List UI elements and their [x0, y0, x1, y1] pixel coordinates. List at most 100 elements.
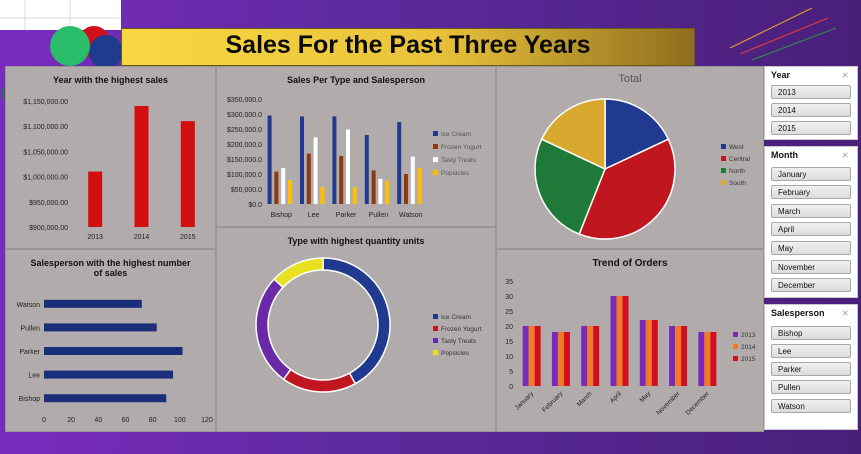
x-tick-label: 2014 — [134, 234, 150, 241]
year-sales-plot: $1,150,000.00 $1,100,000.00 $1,050,000.00 $… — [23, 99, 195, 241]
year-slicer-item[interactable]: 2014 — [771, 103, 851, 117]
legend-swatch — [433, 157, 438, 162]
y-tick-label: $1,150,000.00 — [23, 99, 68, 106]
legend-swatch — [433, 144, 438, 149]
bar — [710, 332, 717, 386]
bar — [44, 323, 157, 332]
x-tick-label: 100 — [174, 417, 186, 424]
legend-swatch — [733, 356, 738, 361]
bar — [267, 115, 272, 204]
year-slicer: Year ⨯ 2013 2014 2015 — [764, 66, 858, 140]
bar — [320, 187, 325, 204]
bar — [371, 170, 376, 204]
year-sales-title: Year with the highest sales — [52, 75, 169, 85]
x-tick-label: 40 — [94, 417, 102, 424]
qty-donut-chart: Type with highest quantity units Ice Cre… — [216, 227, 496, 432]
legend-label: Tasty Treats — [441, 338, 477, 345]
bar — [288, 180, 292, 204]
year-slicer-item[interactable]: 2015 — [771, 121, 851, 135]
month-slicer-item[interactable]: March — [771, 204, 851, 218]
month-slicer-item[interactable]: December — [771, 278, 851, 292]
x-tick-label: February — [541, 390, 565, 414]
bar — [44, 394, 167, 403]
bar — [534, 326, 541, 386]
legend-swatch — [721, 180, 726, 185]
clear-filter-icon[interactable]: ⨯ — [841, 150, 849, 160]
legend-swatch — [733, 332, 738, 337]
y-tick-label: $1,000,000.00 — [23, 175, 68, 182]
bar — [681, 326, 688, 386]
y-tick-label: $300,000.0 — [227, 112, 262, 119]
salesperson-slicer: Salesperson ⨯ Bishop Lee Parker Pullen W… — [764, 304, 858, 430]
x-tick-label: December — [685, 390, 712, 417]
bar — [180, 121, 195, 227]
salesperson-slicer-item[interactable]: Pullen — [771, 380, 851, 394]
bar — [352, 187, 357, 204]
pie-slice — [578, 138, 676, 240]
region-pie-chart: Total West Central North South — [496, 66, 764, 249]
y-tick-label: Lee — [28, 373, 40, 380]
salesperson-slicer-label: Salesperson — [771, 308, 825, 318]
month-slicer-item[interactable]: May — [771, 241, 851, 255]
legend-label: Popsicles — [441, 170, 470, 177]
type-sales-chart: Sales Per Type and Salesperson $350,000.… — [216, 66, 496, 227]
y-tick-label: $50,000.0 — [231, 187, 262, 194]
region-pie-title: Total — [618, 73, 642, 85]
type-sales-title: Sales Per Type and Salesperson — [287, 75, 425, 85]
x-tick-label: 60 — [122, 417, 130, 424]
legend-label: 2013 — [741, 332, 756, 339]
qty-donut-title: Type with highest quantity units — [287, 236, 425, 246]
month-slicer-item[interactable]: February — [771, 185, 851, 199]
y-tick-label: $250,000.0 — [227, 127, 262, 134]
month-slicer-item[interactable]: January — [771, 167, 851, 181]
bar — [587, 326, 594, 386]
bar — [522, 326, 529, 386]
clear-filter-icon[interactable]: ⨯ — [841, 308, 849, 318]
year-slicer-item[interactable]: 2013 — [771, 85, 851, 99]
pie-slice — [255, 278, 292, 381]
y-tick-label: 5 — [509, 369, 513, 376]
bar — [669, 326, 676, 386]
bar — [557, 332, 564, 386]
month-slicer-item[interactable]: April — [771, 222, 851, 236]
month-slicer-item[interactable]: November — [771, 260, 851, 274]
bar — [339, 156, 344, 204]
dashboard-title-bar: Sales For the Past Three Years — [121, 28, 695, 66]
x-tick-label: Watson — [399, 212, 423, 219]
salesperson-title: Salesperson with the highest number of s… — [30, 258, 191, 278]
clear-filter-icon[interactable]: ⨯ — [841, 70, 849, 80]
y-tick-label: $1,100,000.00 — [23, 124, 68, 131]
month-slicer: Month ⨯ January February March April May… — [764, 146, 858, 298]
y-tick-label: $900,000.00 — [29, 225, 68, 232]
y-tick-label: $950,000.00 — [29, 200, 68, 207]
pie-slice — [540, 98, 606, 171]
type-sales-plot: $350,000.0 $300,000.0 $250,000.0 $200,000.0… — [227, 97, 482, 219]
legend-swatch — [433, 350, 438, 355]
y-tick-label: 0 — [509, 384, 513, 391]
bar — [616, 296, 623, 386]
salesperson-slicer-item[interactable]: Parker — [771, 362, 851, 376]
y-tick-label: $1,050,000.00 — [23, 149, 68, 156]
bar — [332, 116, 337, 204]
y-tick-label: $100,000.0 — [227, 172, 262, 179]
bar — [581, 326, 588, 386]
bar — [44, 370, 174, 379]
pie-slice — [273, 257, 324, 289]
bar — [44, 347, 183, 355]
salesperson-slicer-item[interactable]: Watson — [771, 399, 851, 413]
bar — [698, 332, 705, 386]
pie-slice — [282, 368, 357, 393]
y-tick-label: $350,000.0 — [227, 97, 262, 104]
salesperson-slicer-item[interactable]: Lee — [771, 344, 851, 358]
legend-swatch — [433, 131, 438, 136]
legend-label: Frozen Yogurt — [441, 144, 482, 151]
bar — [300, 116, 304, 204]
legend-label: 2015 — [741, 356, 756, 363]
y-tick-label: $150,000.0 — [227, 157, 262, 164]
bar — [645, 320, 652, 386]
x-tick-label: April — [609, 390, 624, 405]
salesperson-chart: Salesperson with the highest number of s… — [5, 249, 216, 432]
bar — [610, 296, 617, 386]
salesperson-slicer-item[interactable]: Bishop — [771, 326, 851, 340]
y-tick-label: Bishop — [19, 396, 41, 403]
